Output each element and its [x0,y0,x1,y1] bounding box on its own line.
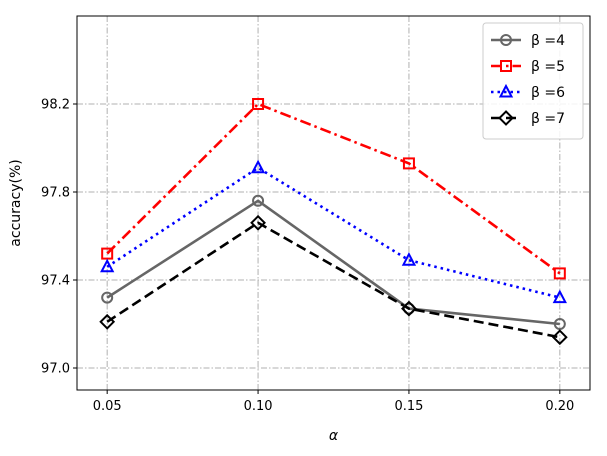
x-axis-ticks: 0.05 0.10 0.15 0.20 [93,390,574,414]
data-point-marker [401,252,417,266]
x-tick-label: 0.15 [394,399,423,414]
series-line [106,102,561,275]
data-point-marker [250,159,266,174]
series-line [106,221,561,339]
legend-marker [498,110,514,126]
legend-label: β =7 [531,111,565,127]
x-tick-label: 0.10 [244,399,273,414]
data-point-marker [553,318,566,330]
legend-label: β =6 [531,85,565,101]
data-point-marker [401,300,417,317]
series-lines [106,102,561,339]
data-point-marker [101,247,114,260]
legend-marker [500,34,512,46]
data-point-marker [553,267,566,280]
data-point-marker [252,98,265,110]
y-axis-label: accuracy(%) [8,159,24,246]
legend-marker [500,60,512,72]
data-point-marker [402,302,415,315]
legend: β =4 β =5 β =6 β =7 [482,22,584,140]
data-point-marker [101,291,114,304]
x-tick-label: 0.05 [93,399,122,414]
series-line [106,199,560,326]
data-point-marker [100,258,115,273]
x-tick-label: 0.20 [545,399,574,414]
plot-frame [76,15,591,391]
legend-marker [498,83,514,98]
series-markers [99,98,568,346]
data-point-marker [552,289,567,304]
x-axis-label: α [329,428,339,444]
data-point-marker [402,157,415,170]
series-line [106,166,561,299]
data-point-marker [551,329,568,346]
y-tick-label: 97.8 [41,186,70,201]
legend-label: β =4 [531,33,565,49]
data-point-marker [252,194,265,207]
y-tick-label: 97.0 [41,362,70,377]
data-point-marker [99,313,116,330]
legend-box [482,22,584,140]
y-axis-ticks: 97.0 97.4 97.8 98.2 [41,98,77,377]
legend-label: β =5 [531,59,565,75]
y-tick-label: 97.4 [41,274,70,289]
data-point-marker [250,214,266,231]
y-tick-label: 98.2 [41,98,70,113]
